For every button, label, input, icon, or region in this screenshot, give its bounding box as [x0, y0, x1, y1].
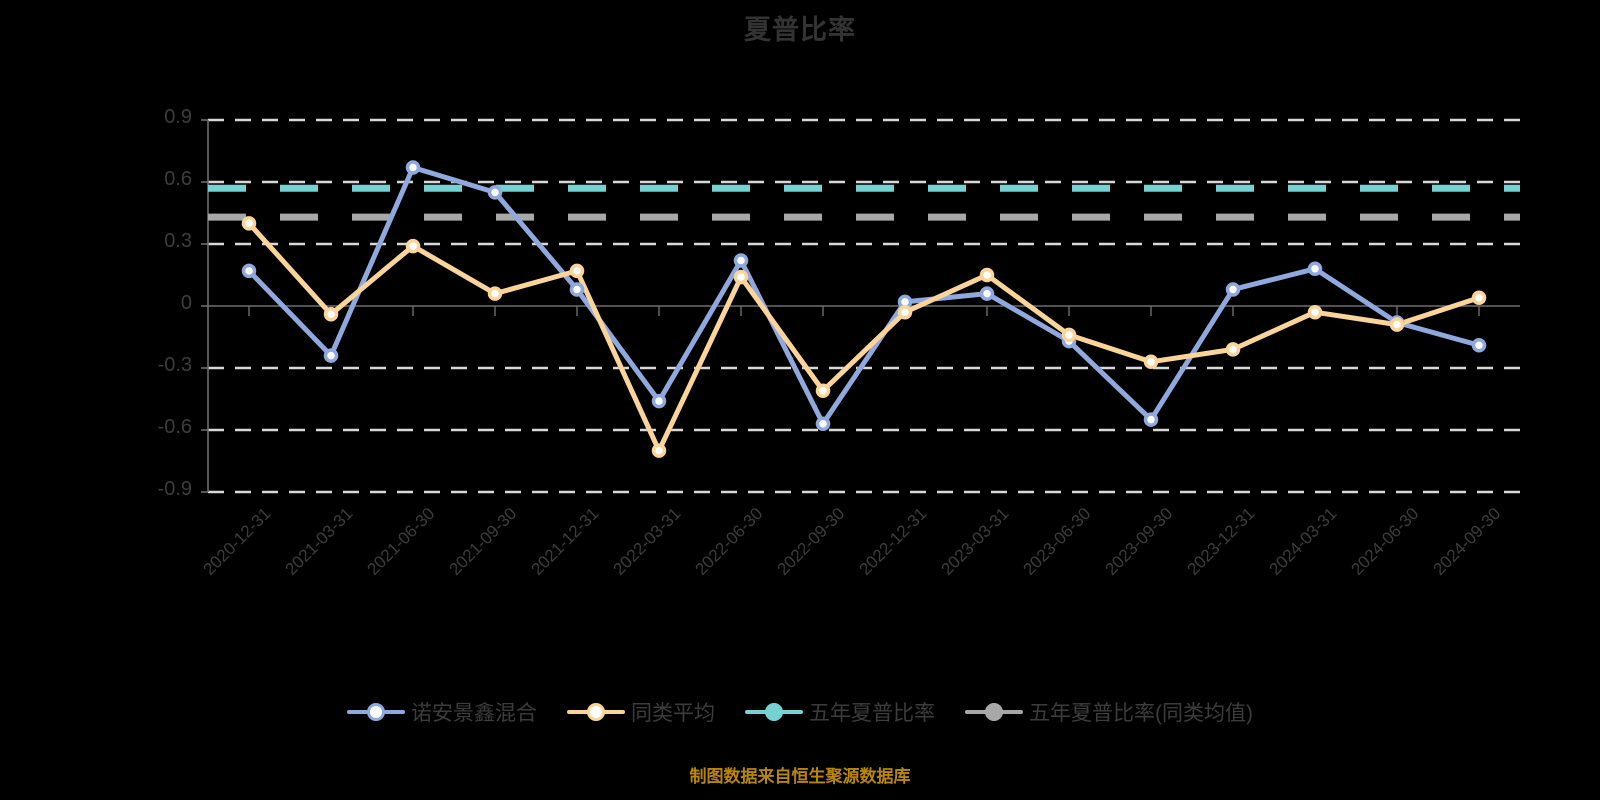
- data-point: [487, 185, 503, 200]
- legend-label: 五年夏普比率(同类均值): [1029, 702, 1253, 725]
- series-shadow-path: [247, 164, 1480, 429]
- y-axis-tick-label: 0.3: [164, 230, 192, 252]
- legend-item-2[interactable]: 同类平均: [567, 697, 715, 727]
- data-point: [733, 253, 749, 268]
- y-axis-tick-label: 0: [180, 292, 192, 314]
- legend-label: 同类平均: [631, 702, 715, 725]
- data-point: [405, 238, 421, 254]
- data-point: [241, 216, 257, 231]
- data-point: [897, 304, 913, 320]
- data-point: [1225, 342, 1241, 357]
- legend-item-4[interactable]: 五年夏普比率(同类均值): [965, 697, 1253, 727]
- legend-item-3[interactable]: 五年夏普比率: [745, 697, 935, 727]
- data-point: [1143, 412, 1159, 427]
- data-point: [815, 416, 831, 432]
- data-point: [1389, 317, 1405, 332]
- data-point: [1471, 338, 1487, 353]
- legend-label: 诺安景鑫混合: [411, 702, 537, 725]
- data-point: [405, 160, 421, 175]
- data-point: [1061, 327, 1077, 343]
- y-axis-tick-label: -0.3: [157, 354, 192, 376]
- y-axis-tick-label: -0.9: [157, 478, 192, 500]
- legend-dot-icon: [985, 703, 1003, 721]
- data-point: [1471, 290, 1487, 305]
- data-point: [1307, 261, 1323, 277]
- data-point: [569, 263, 585, 279]
- data-point: [323, 307, 339, 322]
- legend-label: 五年夏普比率: [809, 702, 935, 725]
- legend-item-1[interactable]: 诺安景鑫混合: [347, 697, 537, 727]
- legend-marker-icon: [965, 699, 1023, 725]
- y-axis-tick-label: 0.6: [164, 168, 192, 190]
- data-point: [323, 348, 339, 363]
- data-point: [241, 263, 257, 279]
- y-axis-tick-label: -0.6: [157, 416, 192, 438]
- legend-marker-icon: [567, 699, 625, 725]
- data-point: [651, 393, 667, 409]
- legend-marker-icon: [745, 699, 803, 725]
- series-line-诺安景鑫混合: [246, 165, 1482, 427]
- legend-dot-icon: [587, 703, 605, 721]
- data-point: [1307, 304, 1323, 320]
- data-point: [815, 383, 831, 398]
- series-line-同类平均: [246, 220, 1482, 454]
- data-point: [487, 286, 503, 301]
- legend-dot-icon: [765, 703, 783, 721]
- legend-dot-icon: [367, 703, 385, 721]
- data-point: [569, 282, 585, 297]
- data-point: [651, 443, 667, 458]
- data-point: [979, 267, 995, 283]
- data-point: [1225, 282, 1241, 297]
- data-point: [1143, 354, 1159, 370]
- page-title: 夏普比率: [744, 15, 856, 45]
- chart-legend: 诺安景鑫混合 同类平均 五年夏普比率 五年夏普比率(同类均值): [0, 697, 1600, 727]
- data-point: [733, 269, 749, 285]
- data-point: [979, 286, 995, 301]
- y-axis-tick-label: 0.9: [164, 106, 192, 128]
- legend-marker-icon: [347, 699, 405, 725]
- data-source-note: 制图数据来自恒生聚源数据库: [689, 767, 911, 786]
